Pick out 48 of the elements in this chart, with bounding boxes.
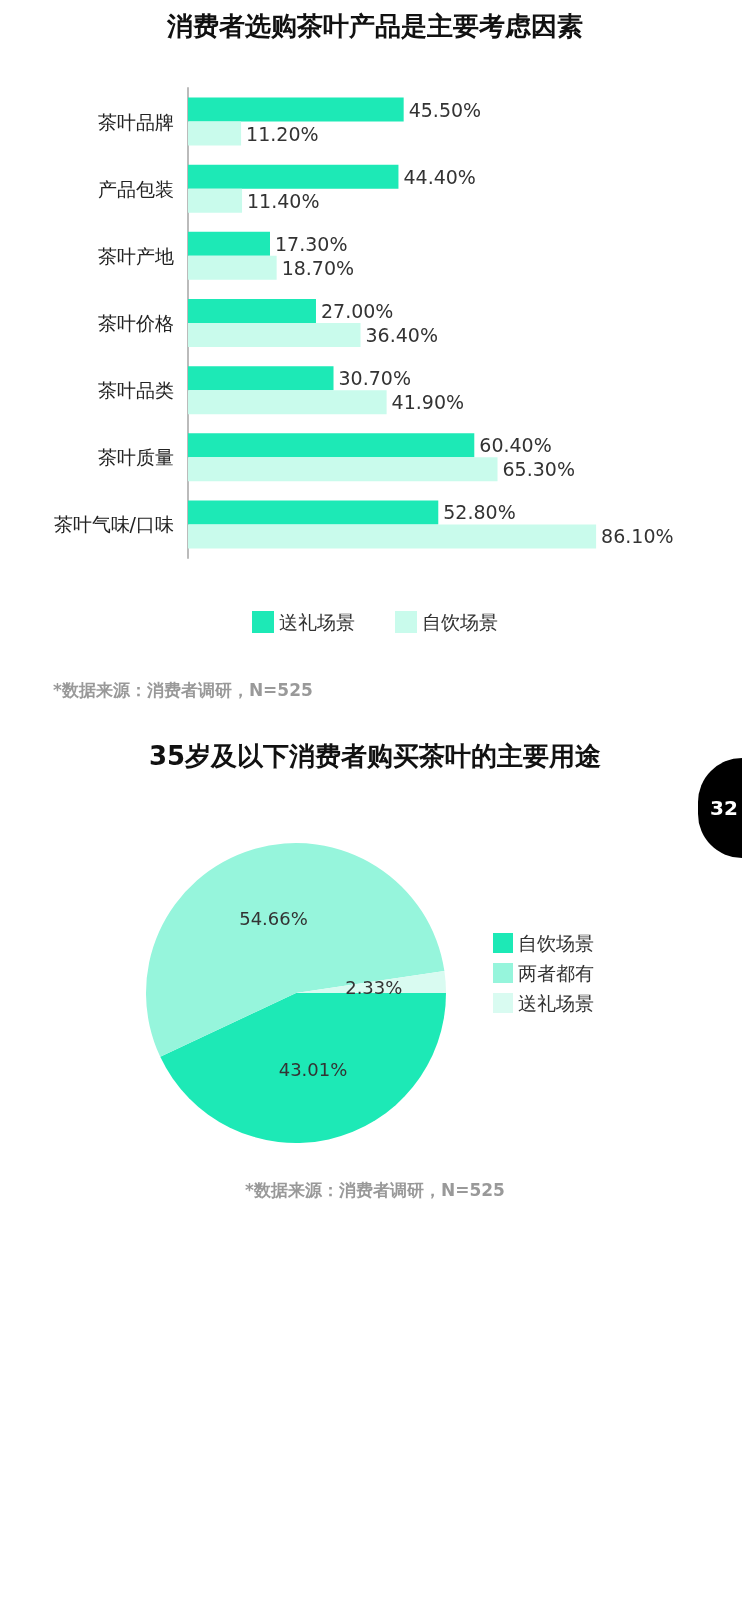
data-label: 36.40%	[365, 324, 438, 346]
data-label: 45.50%	[408, 98, 482, 121]
chart-title: 35岁及以下消费者购买茶叶的主要用途	[148, 741, 602, 771]
bar	[188, 500, 439, 525]
data-label: 18.70%	[281, 256, 355, 279]
data-label: 86.10%	[601, 525, 674, 548]
bar	[188, 390, 387, 415]
legend-label: 送礼场景	[279, 611, 355, 633]
text: *数据来源：消费者调研，N=525	[245, 1179, 505, 1200]
legend-label: 送礼场景	[518, 992, 594, 1014]
data-label: 2.33%	[345, 976, 403, 998]
chart-title: 消费者选购茶叶产品是主要考虑因素	[166, 11, 583, 41]
data-label: 54.66%	[239, 907, 308, 929]
bar	[188, 164, 399, 189]
text: *数据来源：消费者调研，N=525	[53, 679, 313, 700]
y-tick-label: 茶叶产地	[98, 244, 174, 267]
legend-label: 自饮场景	[422, 611, 498, 633]
bar	[188, 323, 361, 347]
bar	[188, 433, 475, 458]
bar	[188, 255, 277, 280]
data-label: 52.80%	[443, 501, 516, 524]
data-label: 11.40%	[247, 189, 320, 212]
bar	[188, 524, 597, 549]
data-label: 43.01%	[278, 1058, 348, 1080]
bar	[188, 97, 404, 122]
bar	[188, 231, 270, 256]
y-tick-label: 茶叶价格	[98, 312, 174, 334]
bar	[188, 188, 243, 213]
data-label: 44.40%	[403, 165, 476, 188]
y-tick-label: 茶叶气味/口味	[53, 513, 174, 536]
page-badge: 32	[698, 758, 742, 858]
y-tick-label: 茶叶品牌	[98, 110, 174, 133]
data-label: 30.70%	[338, 367, 411, 390]
bar	[188, 366, 334, 391]
data-label: 27.00%	[320, 300, 394, 322]
legend-label: 两者都有	[518, 962, 594, 984]
data-label: 41.90%	[391, 391, 465, 414]
data-label: 65.30%	[502, 458, 575, 481]
data-label: 11.20%	[246, 122, 319, 145]
y-tick-label: 茶叶质量	[98, 446, 174, 469]
bar	[188, 121, 242, 146]
legend-label: 自饮场景	[518, 932, 594, 954]
bar	[188, 299, 316, 323]
y-tick-label: 茶叶品类	[98, 379, 174, 402]
data-label: 60.40%	[479, 434, 552, 457]
data-label: 17.30%	[275, 232, 348, 255]
y-tick-label: 产品包装	[98, 177, 174, 200]
bar	[188, 457, 498, 482]
